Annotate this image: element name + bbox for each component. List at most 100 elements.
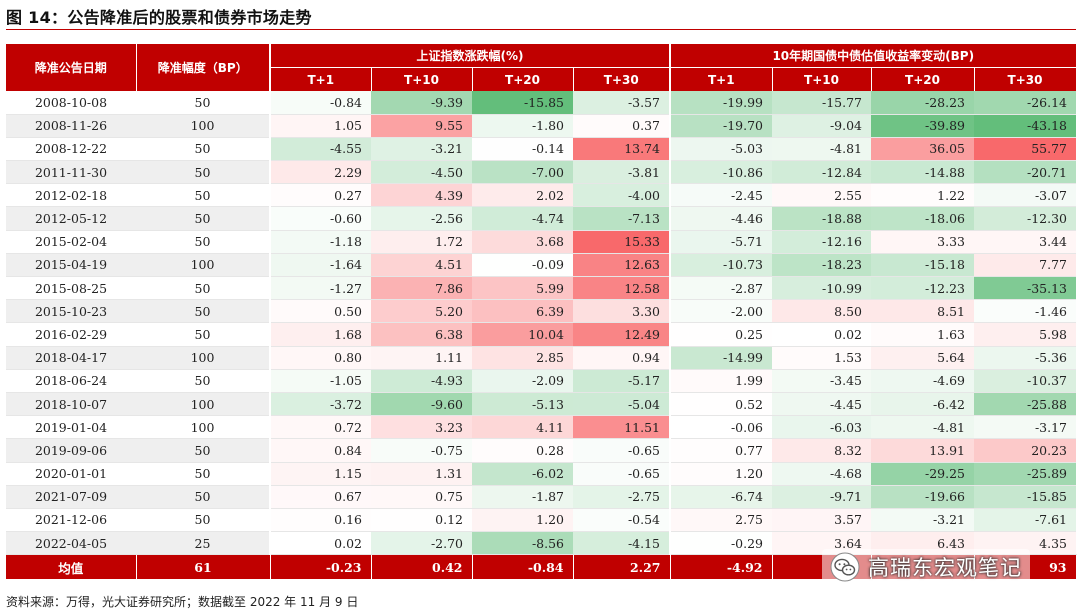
cell-date: 2019-09-06 bbox=[6, 438, 136, 463]
cell-stock-change: 0.72 bbox=[270, 415, 371, 440]
subheader-bond-t20: T+20 bbox=[871, 67, 975, 91]
cell-bond-change: 8.32 bbox=[772, 438, 871, 463]
cell-date: 2021-07-09 bbox=[6, 485, 136, 509]
cell-stock-change: 2.85 bbox=[472, 346, 573, 370]
cell-date: 2018-06-24 bbox=[6, 369, 136, 393]
table-row: 2019-09-06 50 0.84 -0.75 0.28 -0.65 0.77 8.32 13… bbox=[6, 438, 1076, 463]
cell-bond-change: -10.37 bbox=[974, 369, 1076, 393]
cell-stock-change: 13.74 bbox=[573, 137, 671, 162]
cell-date: 2021-12-06 bbox=[6, 508, 136, 533]
cell-bond-change: -12.30 bbox=[974, 206, 1076, 231]
cell-stock-change: -3.21 bbox=[371, 137, 472, 162]
cell-stock-change: 0.75 bbox=[371, 485, 472, 509]
cell-bond-change: -25.88 bbox=[974, 392, 1076, 417]
cell-bond-change: -18.88 bbox=[772, 206, 871, 231]
cell-stock-change: -1.05 bbox=[270, 369, 371, 393]
cell-stock-change: -8.56 bbox=[472, 531, 573, 556]
cell-stock-change: 5.20 bbox=[371, 299, 472, 324]
cell-bond-change: -9.04 bbox=[772, 114, 871, 138]
cell-bond-change: -3.07 bbox=[974, 183, 1076, 208]
cell-bond-change: 20.23 bbox=[974, 438, 1076, 463]
cell-bond-change: -15.85 bbox=[974, 485, 1076, 509]
cell-stock-change: 5.99 bbox=[472, 276, 573, 301]
cell-date: 2012-02-18 bbox=[6, 183, 136, 208]
cell-stock-change: -1.18 bbox=[270, 230, 371, 254]
cell-stock-change: 0.80 bbox=[270, 346, 371, 370]
cell-stock-change: -6.02 bbox=[472, 462, 573, 486]
cell-stock-change: 1.68 bbox=[270, 322, 371, 347]
cell-stock-change: -3.81 bbox=[573, 160, 671, 185]
cell-stock-change: 1.72 bbox=[371, 230, 472, 254]
cell-bond-change: -3.17 bbox=[974, 415, 1076, 440]
cell-cut: 50 bbox=[136, 91, 271, 115]
table-row: 2018-06-24 50 -1.05 -4.93 -2.09 -5.17 1.99 -3.4… bbox=[6, 369, 1076, 393]
cell-bond-change: 0.02 bbox=[772, 322, 871, 347]
cell-cut: 50 bbox=[136, 369, 271, 393]
cell-bond-change: -26.14 bbox=[974, 91, 1076, 115]
subheader-stock-t20: T+20 bbox=[472, 67, 574, 91]
cell-stock-change: -9.60 bbox=[371, 392, 472, 417]
cell-stock-change: -0.65 bbox=[573, 438, 671, 463]
cell-stock-change: -2.56 bbox=[371, 206, 472, 231]
cell-bond-change: 5.98 bbox=[974, 322, 1076, 347]
cell-bond-change: -5.03 bbox=[670, 137, 772, 162]
cell-bond-change: 36.05 bbox=[871, 137, 974, 162]
cell-date: 2020-01-01 bbox=[6, 462, 136, 486]
cell-date: 2018-10-07 bbox=[6, 392, 136, 417]
cell-cut: 50 bbox=[136, 160, 271, 185]
cell-stock-change: 6.38 bbox=[371, 322, 472, 347]
cell-cut: 50 bbox=[136, 508, 271, 533]
cell-bond-change: 1.22 bbox=[871, 183, 974, 208]
cell-bond-change: -39.89 bbox=[871, 114, 974, 138]
cell-date: 2022-04-05 bbox=[6, 531, 136, 556]
cell-stock-change: 7.86 bbox=[371, 276, 472, 301]
average-value: 0.42 bbox=[371, 554, 473, 579]
cell-stock-change: 3.23 bbox=[371, 415, 472, 440]
title-divider bbox=[6, 29, 1076, 30]
cell-stock-change: 0.16 bbox=[270, 508, 371, 533]
cell-bond-change: -4.46 bbox=[670, 206, 772, 231]
subheader-bond-t10: T+10 bbox=[772, 67, 872, 91]
cell-bond-change: -14.88 bbox=[871, 160, 974, 185]
watermark: 高瑞东宏观笔记 bbox=[822, 549, 1030, 585]
cell-cut: 50 bbox=[136, 276, 271, 301]
table-body: 2008-10-08 50 -0.84 -9.39 -15.85 -3.57 -19.99-… bbox=[6, 91, 1076, 556]
cell-stock-change: 4.11 bbox=[472, 415, 573, 440]
cell-stock-change: 0.28 bbox=[472, 438, 573, 463]
table-row: 2015-08-25 50 -1.27 7.86 5.99 12.58 -2.87 -10.9… bbox=[6, 276, 1076, 301]
cell-stock-change: 15.33 bbox=[573, 230, 671, 254]
cell-cut: 50 bbox=[136, 230, 271, 254]
cell-bond-change: -25.89 bbox=[974, 462, 1076, 486]
cell-stock-change: 3.68 bbox=[472, 230, 573, 254]
cell-bond-change: -35.13 bbox=[974, 276, 1076, 301]
cell-bond-change: 1.20 bbox=[670, 462, 772, 486]
figure-title: 图 14：公告降准后的股票和债券市场走势 bbox=[6, 8, 312, 27]
wechat-logo-icon bbox=[830, 552, 860, 582]
cell-bond-change: -6.03 bbox=[772, 415, 871, 440]
cell-stock-change: 1.11 bbox=[371, 346, 472, 370]
cell-bond-change: 3.33 bbox=[871, 230, 974, 254]
cell-bond-change: 5.64 bbox=[871, 346, 974, 370]
cell-bond-change: 3.44 bbox=[974, 230, 1076, 254]
cell-bond-change: 0.52 bbox=[670, 392, 772, 417]
cell-stock-change: -7.00 bbox=[472, 160, 573, 185]
cell-bond-change: -4.45 bbox=[772, 392, 871, 417]
cell-date: 2015-10-23 bbox=[6, 299, 136, 324]
cell-stock-change: -1.80 bbox=[472, 114, 573, 138]
cell-bond-change: 0.25 bbox=[670, 322, 772, 347]
cell-bond-change: -29.25 bbox=[871, 462, 974, 486]
cell-stock-change: 12.63 bbox=[573, 253, 671, 278]
cell-stock-change: 0.84 bbox=[270, 438, 371, 463]
cell-cut: 100 bbox=[136, 415, 271, 440]
cell-bond-change: -4.68 bbox=[772, 462, 871, 486]
table-row: 2015-02-04 50 -1.18 1.72 3.68 15.33 -5.71 -12.1… bbox=[6, 230, 1076, 254]
cell-bond-change: 0.77 bbox=[670, 438, 772, 463]
cell-bond-change: -3.21 bbox=[871, 508, 974, 533]
cell-stock-change: 12.58 bbox=[573, 276, 671, 301]
subheader-bond-t30: T+30 bbox=[974, 67, 1077, 91]
cell-stock-change: -1.64 bbox=[270, 253, 371, 278]
cell-bond-change: -43.18 bbox=[974, 114, 1076, 138]
cell-bond-change: -15.18 bbox=[871, 253, 974, 278]
cell-stock-change: -4.15 bbox=[573, 531, 671, 556]
table-row: 2018-04-17 100 0.80 1.11 2.85 0.94 -14.99 1.53 5… bbox=[6, 346, 1076, 370]
